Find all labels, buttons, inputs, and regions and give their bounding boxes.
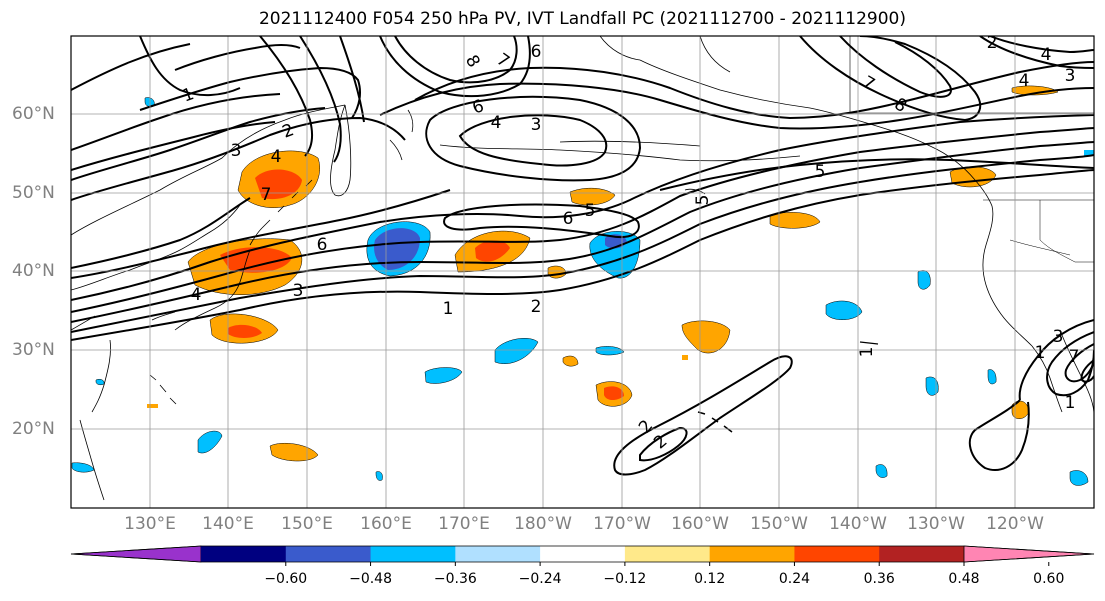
positive-anomaly-region — [569, 187, 616, 206]
positive-anomaly-core — [228, 324, 262, 338]
contour-label: 5 — [585, 201, 596, 221]
negative-anomaly-region — [917, 270, 931, 290]
contour-label: 1 — [180, 84, 197, 106]
contour-label: 3 — [1065, 66, 1076, 86]
lat-label-20n: 20°N — [12, 419, 55, 439]
contour-label: 4 — [1019, 71, 1030, 91]
lon-label: 140°E — [202, 514, 254, 534]
lon-label: 140°W — [829, 514, 887, 534]
contour-label: 1 — [1065, 393, 1076, 413]
positive-anomaly-core — [255, 169, 302, 200]
lon-label: 130°W — [907, 514, 965, 534]
contour-label: 3 — [531, 115, 542, 135]
contour-label: 2 — [650, 431, 671, 453]
lon-label: 150°E — [281, 514, 333, 534]
lon-label: 160°W — [671, 514, 729, 534]
lon-label: 150°W — [750, 514, 808, 534]
positive-anomaly-region — [1011, 85, 1059, 96]
contour-label: 6 — [563, 209, 574, 229]
contour-label: 3 — [1053, 327, 1064, 347]
negative-anomaly-region — [1069, 470, 1089, 486]
positive-anomaly-region — [769, 212, 821, 229]
negative-anomaly-region — [595, 346, 625, 356]
colorbar-tick-label: −0.60 — [264, 571, 308, 587]
positive-anomaly-region — [547, 265, 567, 279]
negative-anomaly-region — [875, 464, 888, 478]
contour-label: 5 — [815, 162, 826, 182]
map-frame — [70, 35, 1095, 509]
colorbar-tick-label: 0.36 — [863, 571, 895, 587]
contour-label: 4 — [491, 113, 502, 133]
negative-anomaly-region — [494, 338, 539, 364]
positive-anomaly-region — [681, 320, 731, 354]
colorbar-tick-label: 0.60 — [1033, 571, 1065, 587]
contour-label: 7 — [1069, 347, 1080, 367]
lat-label-30n: 30°N — [12, 340, 55, 360]
lon-label: 180°W — [514, 514, 572, 534]
coastlines — [71, 36, 1094, 501]
lon-label: 170°W — [593, 514, 651, 534]
contour-label: 4 — [1041, 45, 1052, 65]
negative-anomaly-region — [424, 367, 463, 384]
contour-label: 5 — [693, 195, 713, 206]
positive-anomaly-region — [147, 404, 158, 408]
contour-label: 4 — [191, 285, 202, 305]
negative-anomaly-region — [71, 462, 95, 473]
colorbar-tick-label: −0.48 — [349, 571, 392, 587]
map-title: 2021112400 F054 250 hPa PV, IVT Landfall… — [258, 9, 906, 29]
contour-label: 6 — [317, 235, 328, 255]
lon-label: 160°E — [360, 514, 412, 534]
lon-label: 120°W — [986, 514, 1044, 534]
negative-anomaly-region — [825, 300, 863, 320]
negative-anomaly-region — [925, 376, 939, 396]
contour-label: 3 — [293, 281, 304, 301]
contour-label: 3 — [231, 141, 242, 161]
lat-label-40n: 40°N — [12, 261, 55, 281]
negative-anomaly-region — [95, 378, 105, 386]
graticule — [71, 36, 1094, 508]
contour-label: 1 — [443, 299, 454, 319]
negative-anomaly-region — [197, 430, 223, 454]
colorbar-tick-label: −0.24 — [518, 571, 562, 587]
lat-label-50n: 50°N — [12, 183, 55, 203]
colorbar-tick-label: −0.12 — [603, 571, 647, 587]
lon-label: 130°E — [124, 514, 176, 534]
positive-anomaly-region — [682, 355, 688, 360]
contour-label: 1 — [1035, 343, 1046, 363]
lat-label-60n: 60°N — [12, 104, 55, 124]
positive-anomaly-core — [604, 386, 624, 401]
contour-label: 6 — [531, 42, 542, 62]
colorbar-tick-label: −0.36 — [433, 571, 477, 587]
contour-label: 2 — [531, 297, 542, 317]
positive-anomaly-region — [269, 443, 319, 462]
negative-anomaly-region — [375, 471, 383, 481]
positive-anomaly-core — [475, 240, 510, 262]
colorbar-tick-label: 0.12 — [694, 571, 726, 587]
contour-label: 7 — [261, 185, 272, 205]
contour-labels: 1 2 3 4 5 6 7 8 3 4 6 7 1 2 3 4 6 5 6 2 … — [180, 33, 1080, 453]
contour-label: 1 — [857, 347, 877, 358]
contour-label: 2 — [987, 33, 998, 53]
contour-label: 4 — [271, 147, 282, 167]
contour-label: 2 — [280, 120, 297, 142]
colorbar-tick-label: 0.48 — [948, 571, 980, 587]
negative-anomaly-core — [374, 228, 420, 270]
colorbar-tick-label: 0.24 — [778, 571, 811, 587]
lon-label: 170°E — [438, 514, 490, 534]
positive-anomaly-region — [562, 355, 579, 367]
negative-anomaly-region — [987, 369, 997, 385]
